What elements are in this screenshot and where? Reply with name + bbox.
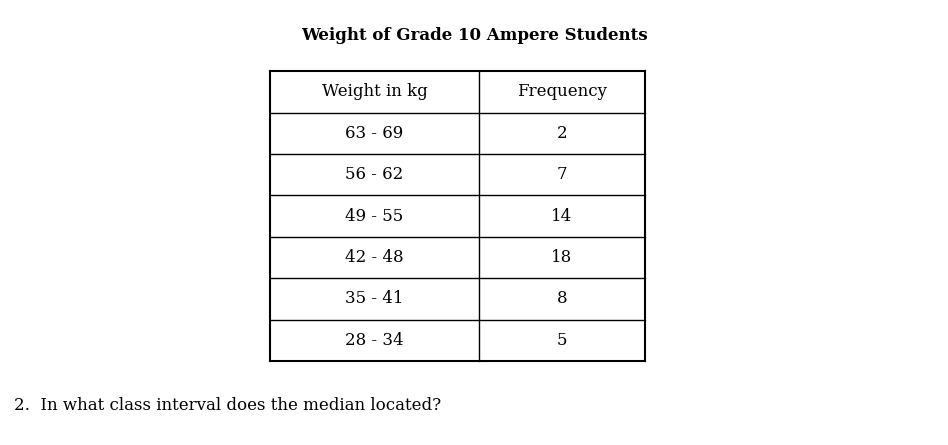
Text: 7: 7 [556,166,567,183]
Text: 8: 8 [556,290,567,307]
Text: 63 - 69: 63 - 69 [345,125,404,142]
Text: 18: 18 [551,249,573,266]
Text: Weight in kg: Weight in kg [321,83,428,101]
Text: 42 - 48: 42 - 48 [345,249,404,266]
Text: 2.  In what class interval does the median located?: 2. In what class interval does the media… [14,397,442,414]
Text: Frequency: Frequency [517,83,607,101]
Text: 2: 2 [556,125,567,142]
Text: 35 - 41: 35 - 41 [345,290,404,307]
Text: 56 - 62: 56 - 62 [345,166,404,183]
Text: 14: 14 [551,207,573,225]
Text: 28 - 34: 28 - 34 [345,332,404,349]
Text: 49 - 55: 49 - 55 [345,207,404,225]
Text: 5: 5 [556,332,567,349]
Text: Weight of Grade 10 Ampere Students: Weight of Grade 10 Ampere Students [301,27,647,44]
